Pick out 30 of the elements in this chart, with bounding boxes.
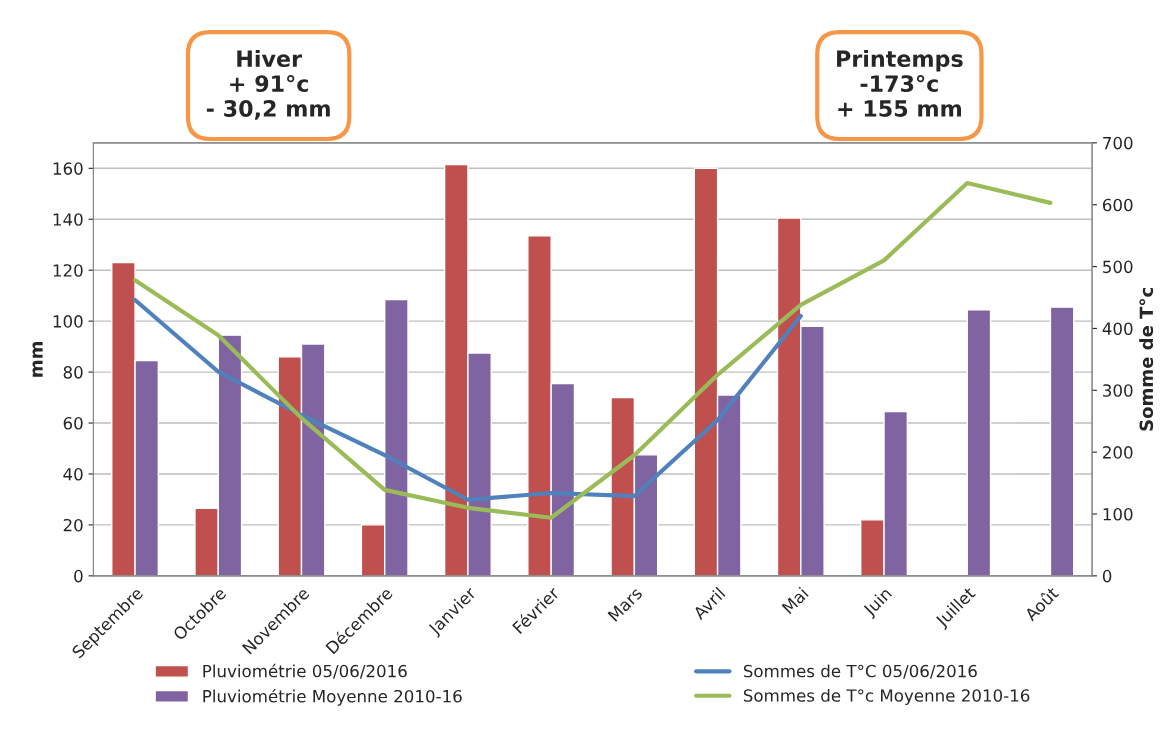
legend-label: Pluviométrie 05/06/2016 (203, 663, 407, 679)
y-tick-label: 140 (53, 213, 83, 226)
x-tick-label: Mai (781, 586, 809, 615)
y2-tick-label: 0 (1102, 569, 1112, 583)
y-tick-label: 120 (53, 264, 83, 277)
legend-label: Pluviométrie Moyenne 2010-16 (203, 688, 462, 706)
y2-tick-label: 200 (1103, 446, 1133, 459)
y-tick-label: 40 (63, 467, 83, 481)
y2-tick-label: 600 (1102, 198, 1133, 212)
y-tick-label: 0 (74, 569, 83, 583)
line-series (132, 297, 803, 502)
y2-tick-label: 500 (1103, 260, 1133, 274)
bar (966, 308, 992, 576)
y-tick-label: 80 (63, 366, 83, 379)
text: Hiver + 91°c - 30,2 mm (206, 49, 330, 120)
y2-tick-label: 400 (1102, 322, 1133, 335)
line-series (132, 180, 1053, 520)
legend-label: Sommes de T°C 05/06/2016 (743, 664, 977, 679)
y2-tick-label: 100 (1103, 507, 1133, 521)
y2-tick-label: 300 (1103, 384, 1133, 397)
y2-tick-label: 700 (1103, 136, 1133, 150)
bar (1049, 306, 1075, 576)
y2-axis-title: Somme de T°c (1139, 288, 1154, 431)
y-tick-label: 60 (63, 416, 83, 430)
y-axis-title: mm (32, 341, 43, 377)
text: Printemps -173°c + 155 mm (837, 49, 963, 117)
y-tick-label: 20 (63, 518, 83, 532)
legend-label: Sommes de T°c Moyenne 2010-16 (743, 688, 1030, 706)
y-tick-label: 100 (53, 315, 83, 328)
y-tick-label: 160 (53, 162, 83, 175)
